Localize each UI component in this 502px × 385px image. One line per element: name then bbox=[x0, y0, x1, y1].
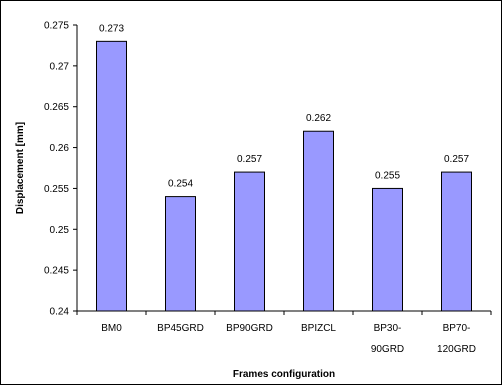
data-label: 0.257 bbox=[237, 154, 262, 165]
y-tick-label: 0.26 bbox=[50, 143, 70, 154]
bar bbox=[441, 171, 472, 312]
bar bbox=[165, 196, 196, 312]
x-axis-title: Frames configuration bbox=[233, 369, 335, 380]
bar bbox=[234, 171, 265, 312]
x-tick-label: BPIZCL bbox=[301, 323, 336, 334]
data-label: 0.262 bbox=[306, 113, 331, 124]
x-tick-label: BP70-120GRD bbox=[437, 323, 476, 355]
bar bbox=[372, 187, 403, 312]
y-tick-label: 0.245 bbox=[44, 266, 69, 277]
y-tick-label: 0.265 bbox=[44, 102, 69, 113]
x-tick-label: BP30-90GRD bbox=[371, 323, 404, 355]
x-tick-label: BM0 bbox=[101, 323, 122, 334]
x-tick-label: BP45GRD bbox=[157, 323, 204, 334]
y-tick-label: 0.27 bbox=[50, 61, 70, 72]
y-tick-label: 0.25 bbox=[50, 225, 70, 236]
x-tick-label: BP90GRD bbox=[226, 323, 273, 334]
bars bbox=[96, 40, 472, 312]
data-label: 0.273 bbox=[99, 23, 124, 34]
bar bbox=[96, 40, 127, 312]
data-label: 0.255 bbox=[375, 170, 400, 181]
y-axis-title: Displacement [mm] bbox=[15, 122, 26, 214]
bar bbox=[303, 130, 334, 312]
y-tick-label: 0.24 bbox=[50, 307, 70, 318]
y-axis-ticks: 0.24 0.245 0.25 0.255 0.26 0.265 0.27 0.275 bbox=[44, 21, 77, 318]
data-labels: 0.273 0.254 0.257 0.262 0.255 0.257 bbox=[99, 23, 469, 189]
data-label: 0.254 bbox=[168, 179, 193, 190]
y-tick-label: 0.255 bbox=[44, 184, 69, 195]
y-tick-label: 0.275 bbox=[44, 21, 69, 32]
x-axis-ticks: BM0 BP45GRD BP90GRD BPIZCL BP30-90GRD BP70-12… bbox=[76, 311, 492, 355]
data-label: 0.257 bbox=[444, 154, 469, 165]
